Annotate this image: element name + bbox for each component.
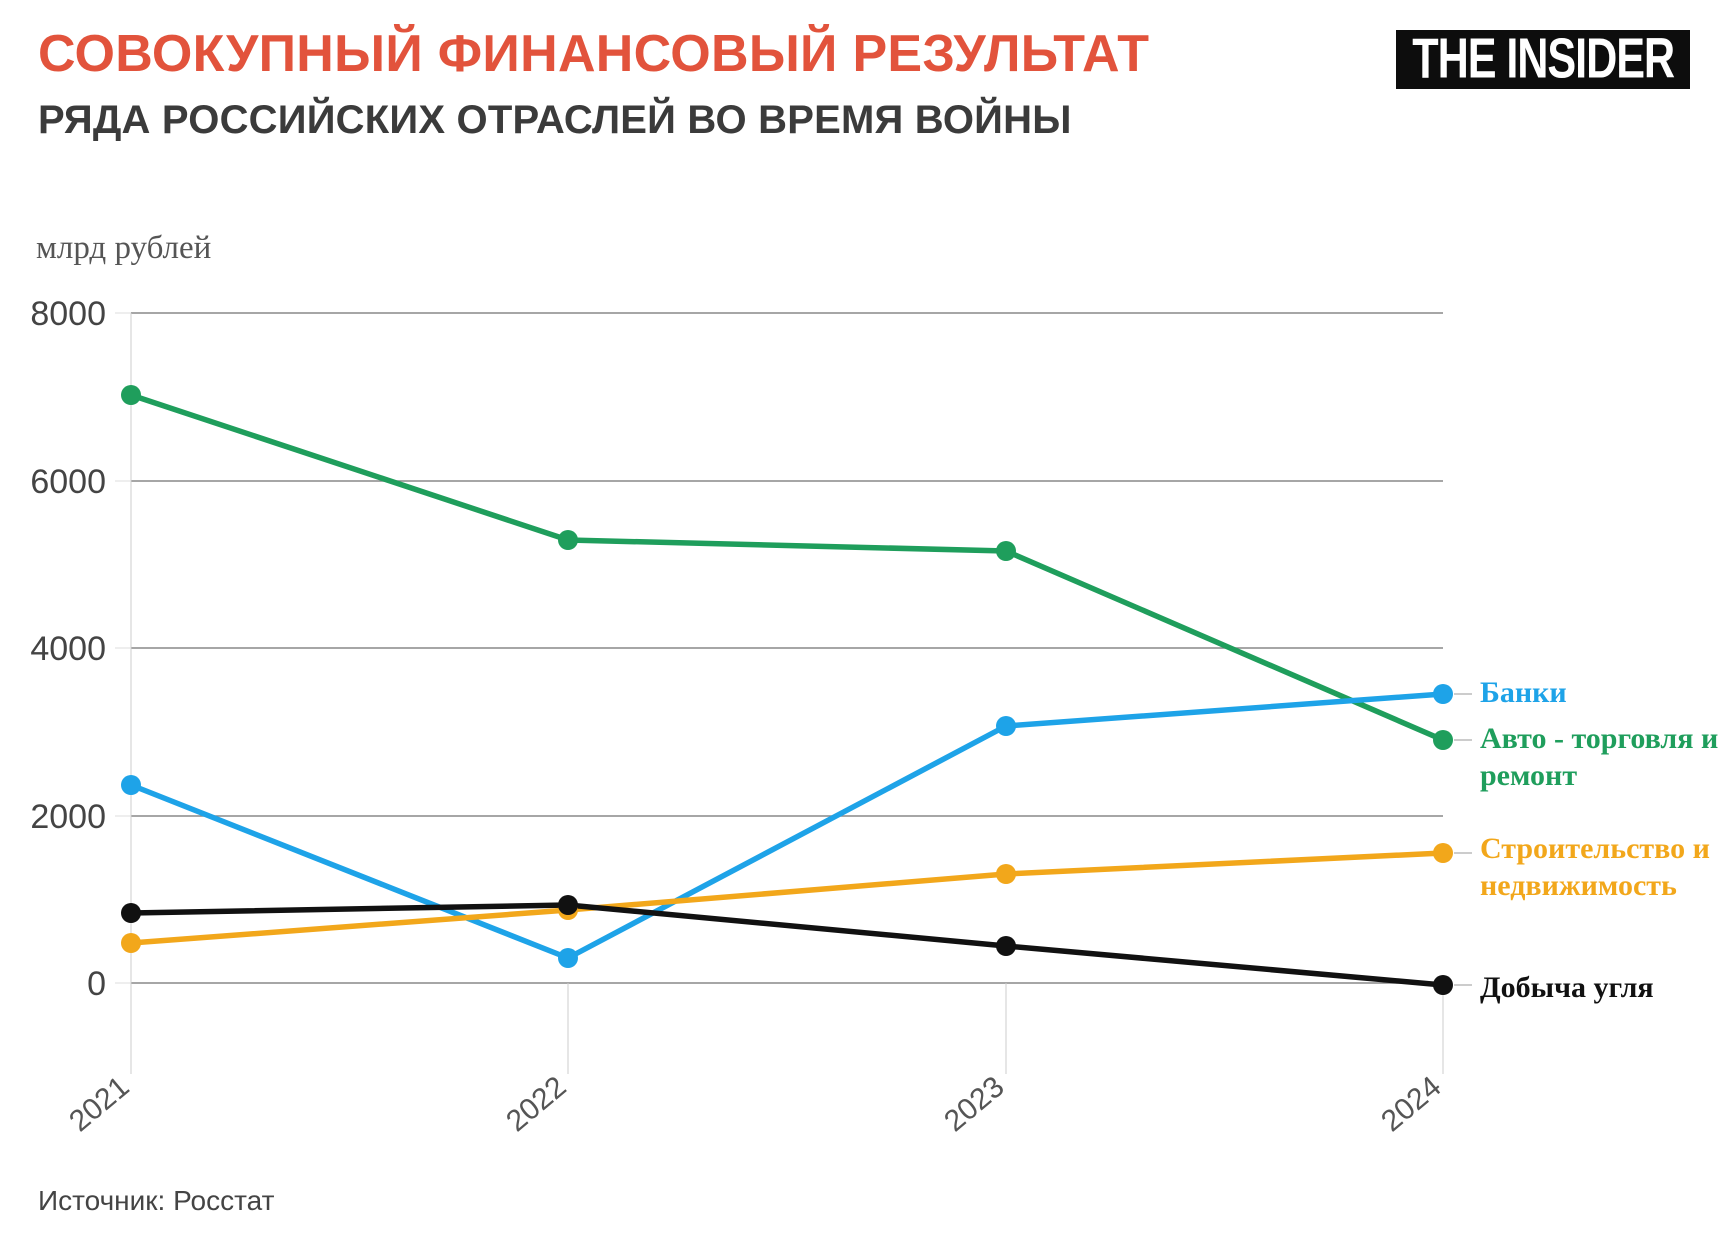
- svg-text:Авто - торговля и: Авто - торговля и: [1480, 722, 1718, 755]
- svg-text:2022: 2022: [500, 1070, 572, 1138]
- svg-text:6000: 6000: [30, 463, 106, 501]
- svg-text:2024: 2024: [1375, 1070, 1447, 1138]
- svg-text:недвижимость: недвижимость: [1480, 869, 1677, 902]
- svg-text:8000: 8000: [30, 295, 106, 333]
- svg-text:0: 0: [87, 965, 106, 1003]
- svg-text:Банки: Банки: [1480, 676, 1567, 709]
- svg-text:ремонт: ремонт: [1480, 759, 1577, 792]
- svg-text:Строительство и: Строительство и: [1480, 832, 1710, 865]
- svg-text:Добыча угля: Добыча угля: [1480, 971, 1654, 1004]
- svg-text:Источник: Росстат: Источник: Росстат: [38, 1185, 275, 1216]
- svg-text:2000: 2000: [30, 798, 106, 836]
- svg-text:2023: 2023: [938, 1070, 1010, 1138]
- svg-text:4000: 4000: [30, 630, 106, 668]
- svg-text:2021: 2021: [63, 1070, 135, 1138]
